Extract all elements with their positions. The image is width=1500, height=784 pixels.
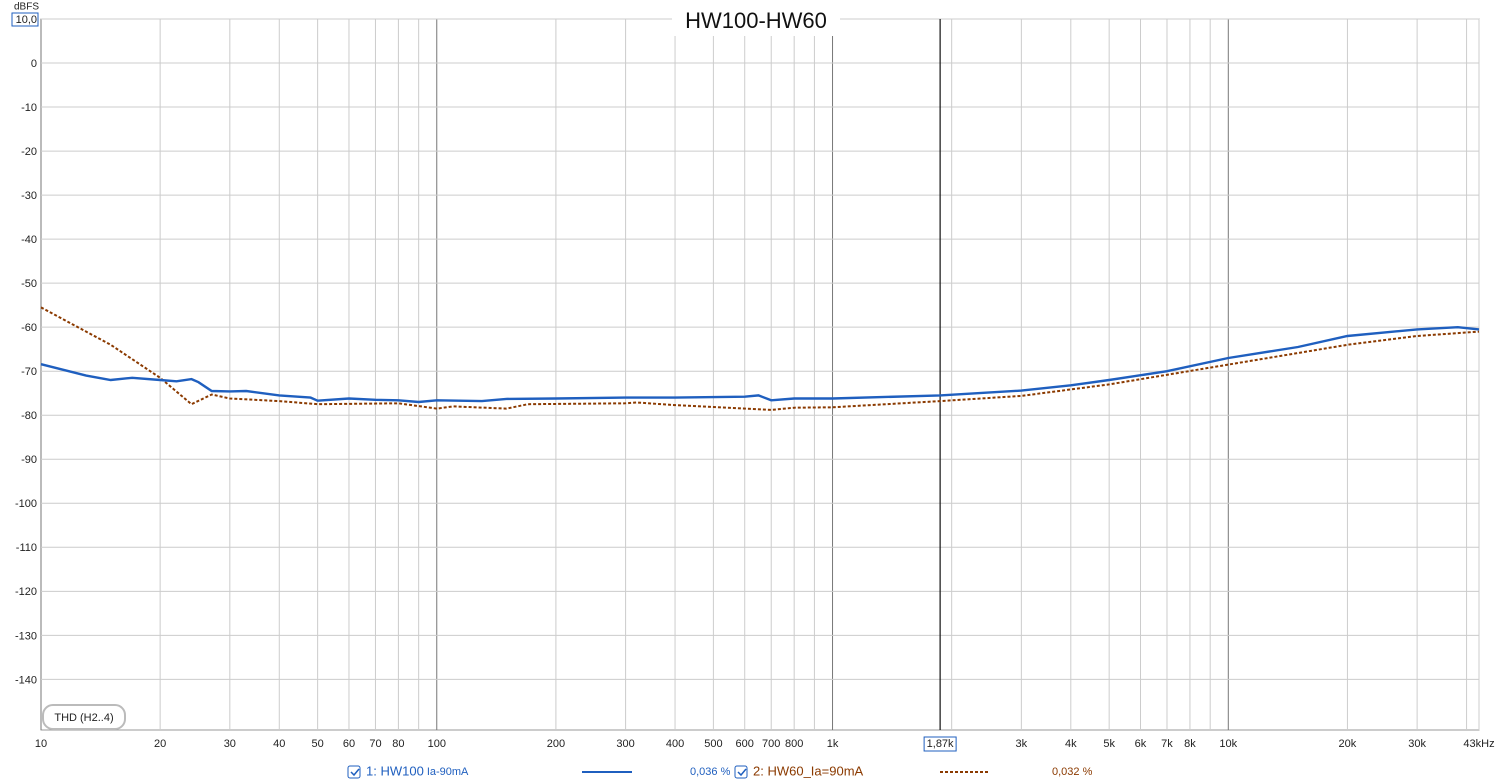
y-tick-label: -60 [21,322,37,334]
y-tick-label: -10 [21,102,37,114]
x-tick-label: 10k [1219,738,1237,750]
x-tick-label: 30k [1408,738,1426,750]
checkmark [350,768,360,777]
x-tick-label: 600 [736,738,754,750]
y-tick-label: 10,0 [16,14,37,26]
x-tick-label: 400 [666,738,684,750]
x-tick-label: 700 [762,738,780,750]
x-tick-label: 60 [343,738,355,750]
x-tick-label: 300 [616,738,634,750]
y-tick-label: 0 [31,58,37,70]
x-tick-label: 70 [369,738,381,750]
y-tick-label: -50 [21,278,37,290]
x-tick-label: 100 [428,738,446,750]
series-line [40,306,1480,411]
x-tick-label: 5k [1103,738,1115,750]
x-tick-label: 20 [154,738,166,750]
x-tick-label: 1k [827,738,839,750]
x-tick-label: 20k [1339,738,1357,750]
legend-label: 2: HW60_Ia=90mA [753,763,864,778]
y-tick-label: -20 [21,146,37,158]
y-tick-label: -110 [16,542,37,554]
y-tick-label: -30 [21,190,37,202]
annotation-box [42,704,126,730]
x-tick-label: 500 [704,738,722,750]
x-tick-label: 80 [392,738,404,750]
checkmark [737,768,747,777]
plot-area [40,18,1480,731]
legend-reading: 0,032 % [1052,766,1093,778]
y-tick-label: -130 [15,630,37,642]
y-tick-label: -70 [21,366,37,378]
y-tick-label: -90 [21,454,37,466]
legend-checkbox[interactable] [347,765,361,779]
y-tick-label: -40 [21,234,37,246]
x-tick-label: 8k [1184,738,1196,750]
y-top-box [11,12,39,27]
chart-title: HW100-HW60 [685,8,827,33]
legend-sublabel: Ia-90mA [427,766,469,778]
x-tick-label: 200 [547,738,565,750]
y-tick-label: -140 [15,674,37,686]
x-tick-label: 43kHz [1463,738,1494,750]
series-line [40,325,1480,404]
x-tick-label: 30 [224,738,236,750]
x-tick-label: 800 [785,738,803,750]
cursor-box [923,736,957,752]
y-axis-title: dBFS [14,2,39,13]
annotation: THD (H2..4) [54,712,113,724]
x-tick-label: 40 [273,738,285,750]
x-tick-label: 10 [35,738,47,750]
cursor-label: 1,87k [927,738,954,750]
x-tick-label: 7k [1161,738,1173,750]
y-tick-label: -120 [15,586,37,598]
title-bg [672,6,840,36]
legend-reading: 0,036 % [690,766,731,778]
legend-checkbox[interactable] [734,765,748,779]
y-tick-label: -80 [21,410,37,422]
x-tick-label: 3k [1016,738,1028,750]
x-tick-label: 6k [1135,738,1147,750]
x-tick-label: 4k [1065,738,1077,750]
x-tick-label: 50 [312,738,324,750]
y-tick-label: -100 [15,498,37,510]
legend-label: 1: HW100 [366,763,424,778]
